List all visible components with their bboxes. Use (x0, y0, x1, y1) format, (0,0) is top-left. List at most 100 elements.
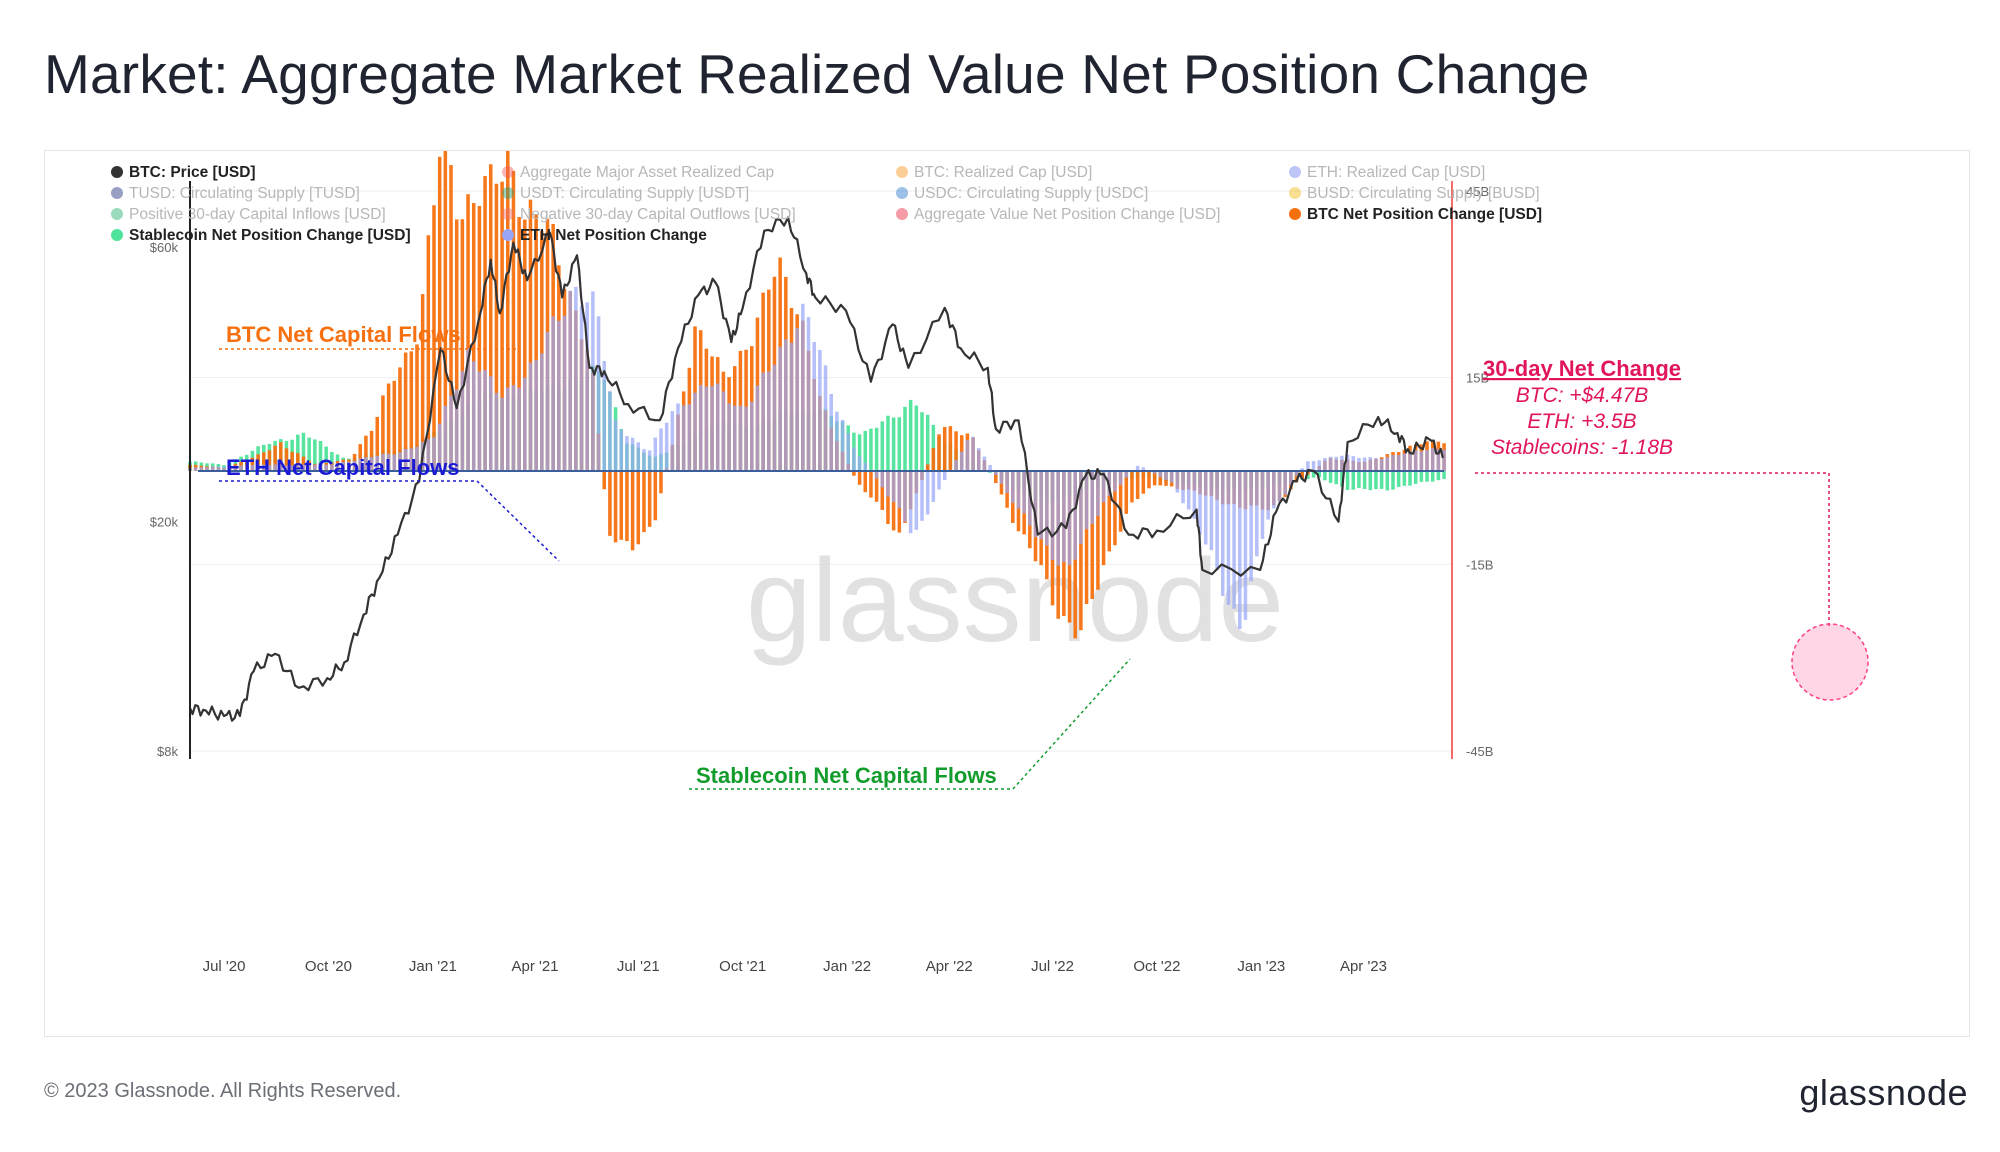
eth-net-bar (596, 316, 601, 471)
btc-net-bar (636, 471, 641, 545)
btc-net-bar (279, 442, 283, 471)
stablecoin-net-bar (307, 437, 311, 471)
stablecoin-net-bar (1345, 471, 1350, 490)
btc-net-bar (358, 444, 362, 471)
btc-net-bar (1090, 471, 1094, 600)
stablecoin-net-bar (313, 439, 317, 471)
eth-net-bar (1141, 467, 1146, 471)
btc-net-bar (1152, 471, 1157, 486)
btc-net-bar (506, 151, 510, 472)
btc-net-bar (528, 199, 533, 471)
right-axis-tick-label: -45B (1466, 744, 1493, 759)
legend-label: Aggregate Value Net Position Change [USD… (914, 206, 1220, 223)
eth-net-bar (784, 339, 788, 471)
legend-item[interactable]: TUSD: Circulating Supply [TUSD] (111, 185, 360, 202)
legend-marker (896, 166, 908, 178)
btc-net-bar (948, 426, 953, 471)
legend-item[interactable]: USDC: Circulating Supply [USDC] (896, 185, 1148, 202)
eth-net-bar (698, 385, 703, 471)
legend-item[interactable]: Aggregate Value Net Position Change [USD… (896, 206, 1220, 223)
btc-net-bar (256, 454, 260, 471)
legend-item[interactable]: ETH: Realized Cap [USD] (1289, 164, 1485, 181)
chart: glassnode $8k $20k $60k 45B 15B -15B -45B Jul '… (111, 151, 1869, 975)
btc-net-bar (1141, 471, 1146, 494)
legend-item[interactable]: Aggregate Major Asset Realized Cap (502, 164, 774, 181)
stablecoin-net-bar (1436, 471, 1441, 481)
btc-net-bar (443, 151, 448, 471)
btc-net-bar (647, 471, 652, 527)
eth-net-bar (1311, 461, 1316, 471)
eth-net-bar (1289, 471, 1293, 485)
eth-net-bar (579, 305, 584, 471)
eth-net-bar (1277, 471, 1282, 502)
eth-net-bar (369, 457, 374, 471)
eth-net-bar (715, 383, 720, 471)
eth-net-bar (1283, 471, 1287, 495)
legend-marker (502, 229, 514, 241)
eth-net-bar (1192, 471, 1197, 519)
eth-net-bar (942, 471, 947, 481)
eth-net-bar (608, 391, 612, 471)
eth-net-bar (1169, 471, 1174, 483)
btc-net-bar (420, 294, 425, 471)
eth-net-bar (307, 464, 311, 471)
btc-net-bar (1113, 471, 1117, 546)
x-tick-label: Jan '23 (1237, 958, 1285, 975)
eth-net-bar (818, 349, 822, 471)
legend-item[interactable]: BUSD: Circulating Supply [BUSD] (1289, 185, 1540, 202)
net-change-highlight (1791, 623, 1869, 701)
eth-net-bar (341, 461, 345, 471)
watermark: glassnode (746, 535, 1284, 667)
legend-marker (896, 187, 908, 199)
stablecoin-net-bar (1311, 471, 1316, 478)
eth-net-bar-group (188, 286, 1446, 630)
btc-net-bar (1118, 471, 1123, 532)
eth-net-bar (193, 467, 198, 471)
legend-item[interactable]: BTC Net Position Change [USD] (1289, 206, 1542, 223)
eth-net-bar (636, 442, 641, 471)
eth-net-bar (1062, 471, 1066, 563)
legend-item[interactable]: BTC: Price [USD] (111, 164, 256, 181)
legend-item[interactable]: ETH Net Position Change (502, 227, 707, 244)
btc-net-bar (1300, 471, 1304, 479)
btc-net-bar (886, 471, 890, 524)
eth-net-bar (1090, 471, 1094, 524)
eth-net-bar (1226, 471, 1231, 605)
glassnode-logo[interactable]: glassnode (1799, 1072, 1968, 1113)
net-change-stablecoins: Stablecoins: -1.18B (1491, 436, 1673, 459)
eth-net-bar (506, 387, 510, 471)
eth-net-bar (1186, 471, 1191, 510)
eth-net-bar (1164, 471, 1168, 480)
eth-net-bar (1039, 471, 1043, 540)
eth-net-bar (823, 365, 828, 471)
legend-item[interactable]: Positive 30-day Capital Inflows [USD] (111, 206, 386, 223)
eth-net-bar (1272, 471, 1276, 509)
btc-net-bar (409, 351, 414, 471)
eth-net-bar (937, 471, 941, 490)
stablecoin-net-bar (1408, 471, 1412, 486)
eth-net-bar (471, 361, 476, 471)
legend-item[interactable]: Negative 30-day Capital Outflows [USD] (502, 206, 796, 223)
legend-item[interactable]: BTC: Realized Cap [USD] (896, 164, 1092, 181)
btc-net-bar (250, 457, 255, 471)
eth-net-bar (880, 471, 885, 488)
eth-net-bar (386, 453, 391, 471)
eth-net-bar (517, 387, 521, 471)
eth-net-bar (443, 405, 448, 471)
legend-marker (111, 208, 123, 220)
legend-item[interactable]: USDT: Circulating Supply [USDT] (502, 185, 749, 202)
eth-net-bar (1260, 471, 1265, 539)
eth-net-bar (976, 448, 981, 471)
eth-net-bar (999, 471, 1004, 484)
eth-net-bar (460, 371, 465, 471)
legend-item[interactable]: Stablecoin Net Position Change [USD] (111, 227, 411, 244)
btc-net-bar (1096, 471, 1100, 590)
btc-net-bar (869, 471, 873, 498)
stablecoin-net-bar (920, 412, 924, 471)
eth-net-bar (852, 447, 856, 471)
eth-net-bar (199, 467, 204, 471)
legend-marker (896, 208, 908, 220)
eth-net-bar (545, 332, 550, 471)
left-axis-tick-label: $60k (150, 240, 179, 255)
btc-net-bar (857, 471, 862, 485)
